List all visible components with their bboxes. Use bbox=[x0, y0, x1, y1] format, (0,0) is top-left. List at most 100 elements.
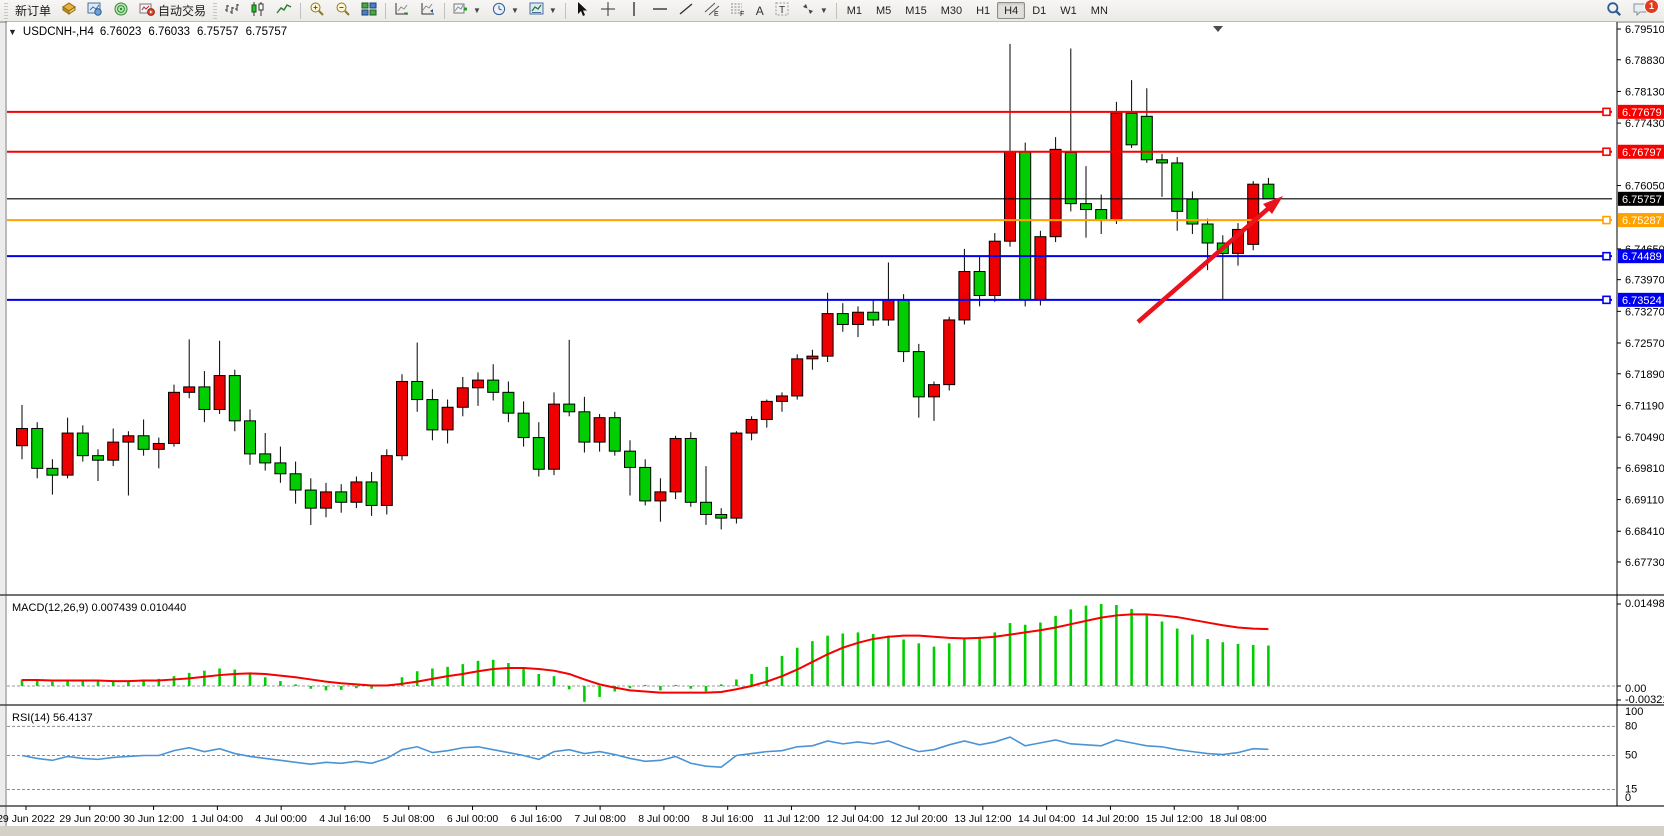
price-level-badge bbox=[1618, 213, 1664, 228]
text-label-tool-button[interactable]: T bbox=[769, 2, 795, 19]
fibonacci-icon: F bbox=[730, 1, 746, 20]
price-tick-label: 6.77430 bbox=[1625, 118, 1664, 130]
candle-body bbox=[92, 455, 104, 461]
horizontal-line-icon bbox=[652, 1, 668, 20]
timeframe-button-h1[interactable]: H1 bbox=[976, 4, 991, 17]
timeframe-button-m1[interactable]: M1 bbox=[846, 4, 863, 17]
terminal-button[interactable] bbox=[108, 2, 134, 19]
text-tool-button[interactable]: A bbox=[751, 2, 769, 19]
candle-body bbox=[1247, 183, 1260, 245]
bar-chart-button[interactable] bbox=[219, 2, 245, 19]
chart-shift-button[interactable] bbox=[415, 2, 441, 19]
time-tick-label: 15 Jul 12:00 bbox=[1146, 813, 1203, 825]
chart-symbol-title: USDCNH-,H4 bbox=[22, 26, 94, 38]
line-handle[interactable] bbox=[1602, 107, 1611, 117]
candle-body bbox=[31, 428, 44, 469]
auto-scroll-button[interactable] bbox=[389, 2, 415, 19]
price-pane[interactable] bbox=[7, 22, 1617, 595]
trendline-tool-button[interactable] bbox=[673, 2, 699, 19]
line-handle[interactable] bbox=[1602, 251, 1611, 261]
price-tick-label: 6.68410 bbox=[1625, 526, 1664, 538]
candle-body bbox=[502, 391, 515, 414]
price-tick-label: 6.71190 bbox=[1625, 400, 1664, 412]
timeframe-button-mn[interactable]: MN bbox=[1090, 4, 1108, 17]
chart-shift-marker-icon bbox=[1213, 26, 1223, 32]
rsi-axis-label: 15 bbox=[1625, 783, 1637, 795]
candle-body bbox=[852, 311, 864, 325]
search-button[interactable] bbox=[1601, 2, 1627, 19]
candle-body bbox=[821, 313, 834, 357]
timeframe-button-m15[interactable]: M15 bbox=[905, 4, 927, 17]
candle-body bbox=[1156, 159, 1168, 164]
price-tick-label: 6.70490 bbox=[1625, 432, 1664, 444]
line-handle[interactable] bbox=[1602, 295, 1611, 305]
candle-body bbox=[289, 473, 302, 491]
line-handle[interactable] bbox=[1602, 215, 1611, 225]
candle-body bbox=[1140, 115, 1153, 161]
timeframe-button-h4[interactable]: H4 bbox=[997, 2, 1026, 19]
cursor-tool-button[interactable] bbox=[569, 2, 595, 19]
candle-body bbox=[1125, 112, 1138, 146]
equidistant-channel-tool-button[interactable]: E bbox=[699, 2, 725, 19]
timeframe-button-d1[interactable]: D1 bbox=[1032, 4, 1047, 17]
trend-arrow-line[interactable] bbox=[1136, 205, 1272, 324]
candle-body bbox=[213, 375, 226, 411]
candle-body bbox=[1034, 236, 1047, 301]
candle-body bbox=[76, 432, 89, 457]
candlestick-chart-button[interactable] bbox=[245, 2, 271, 19]
indicators-button[interactable]: ▼ bbox=[448, 2, 486, 19]
candle-body bbox=[684, 437, 697, 503]
candle-body bbox=[563, 403, 576, 413]
macd-signal-line bbox=[22, 613, 1269, 694]
price-level-badge-label: 6.73524 bbox=[1622, 295, 1662, 307]
vertical-line-tool-button[interactable] bbox=[621, 2, 647, 19]
new-order-button[interactable]: 新订单 bbox=[10, 2, 56, 19]
arrows-tool-button[interactable]: ▼ bbox=[795, 2, 833, 19]
zoom-out-button[interactable] bbox=[330, 2, 356, 19]
chevron-down-icon: ▼ bbox=[510, 6, 519, 15]
toolbar-grip[interactable] bbox=[4, 2, 8, 19]
line-handle[interactable] bbox=[1602, 147, 1611, 157]
price-tick-label: 6.76050 bbox=[1625, 181, 1664, 193]
tile-windows-button[interactable] bbox=[356, 2, 382, 19]
ohlc-low: 6.75757 bbox=[197, 26, 239, 38]
templates-button[interactable]: ▼ bbox=[524, 2, 562, 19]
navigator-button[interactable] bbox=[82, 2, 108, 19]
horizontal-line-tool-button[interactable] bbox=[647, 2, 673, 19]
timeframe-button-m30[interactable]: M30 bbox=[940, 4, 963, 17]
crosshair-tool-button[interactable] bbox=[595, 2, 621, 19]
time-tick-label: 4 Jul 16:00 bbox=[319, 813, 371, 825]
price-level-badge bbox=[1618, 191, 1664, 206]
svg-text:T: T bbox=[779, 5, 785, 16]
candle-body bbox=[730, 432, 743, 519]
candle-body bbox=[1262, 183, 1275, 200]
periods-button[interactable]: ▼ bbox=[486, 2, 524, 19]
timeframe-button-w1[interactable]: W1 bbox=[1060, 4, 1077, 17]
candle-body bbox=[456, 387, 469, 408]
one-click-trading-toggle-icon[interactable]: ▼ bbox=[8, 27, 17, 37]
text-icon: A bbox=[755, 3, 764, 18]
toolbar-grip[interactable] bbox=[213, 2, 218, 19]
notifications-button[interactable]: 1 bbox=[1627, 0, 1659, 19]
trend-arrow-head[interactable] bbox=[1263, 196, 1283, 214]
candle-body bbox=[168, 391, 180, 444]
toolbar-separator bbox=[444, 2, 446, 19]
time-tick-label: 14 Jul 20:00 bbox=[1082, 813, 1139, 825]
timeframe-button-m5[interactable]: M5 bbox=[876, 4, 892, 17]
market-watch-button[interactable] bbox=[56, 2, 82, 19]
chart-canvas[interactable]: 6.795106.788306.781306.774306.760506.746… bbox=[0, 21, 1664, 831]
notification-badge: 1 bbox=[1644, 0, 1659, 14]
zoom-in-button[interactable] bbox=[304, 2, 330, 19]
candle-body bbox=[107, 441, 120, 461]
line-chart-button[interactable] bbox=[271, 2, 297, 19]
trendline-icon bbox=[678, 1, 694, 20]
text-label-icon: T bbox=[774, 1, 790, 20]
new-order-label: 新订单 bbox=[15, 4, 52, 18]
time-tick-label: 4 Jul 00:00 bbox=[255, 813, 307, 825]
fibonacci-tool-button[interactable]: F bbox=[725, 2, 751, 19]
candle-body bbox=[624, 450, 636, 468]
auto-trading-button[interactable]: 自动交易 bbox=[134, 2, 211, 19]
candle-body bbox=[973, 271, 986, 297]
autotrading-icon bbox=[139, 1, 155, 20]
time-tick-label: 8 Jul 00:00 bbox=[638, 813, 690, 825]
